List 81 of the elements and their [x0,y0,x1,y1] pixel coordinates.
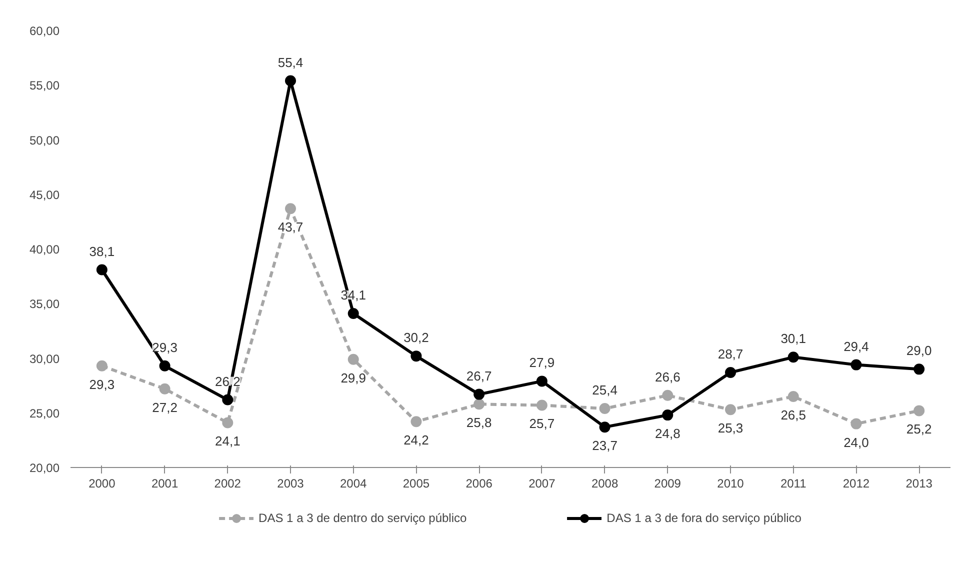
point [536,400,548,411]
point [348,354,359,365]
data-label: 24,8 [654,426,680,442]
point [285,203,296,214]
point [474,398,485,410]
y-tick-label: 35,00 [29,297,60,312]
data-label: 24,0 [844,434,869,450]
point [159,383,170,394]
data-label: 27,2 [152,400,178,415]
x-tick-label: 2010 [717,476,744,490]
data-label: 24,1 [214,434,240,449]
x-tick-label: 2003 [277,476,304,490]
data-label: 55,4 [278,54,304,70]
x-tick-label: 2011 [780,476,807,490]
data-label: 27,9 [529,355,555,370]
legend-label: DAS 1 a 3 de dentro do serviço público [258,510,467,524]
point [96,360,108,372]
point [348,308,359,319]
x-tick-label: 2004 [340,476,368,490]
point [599,422,610,433]
point [410,350,422,362]
x-tick-label: 2012 [842,476,870,490]
data-label: 23,7 [592,438,618,454]
point [536,376,548,387]
data-label: 29,0 [906,343,932,358]
point [914,364,925,375]
point [914,405,925,416]
data-label: 26,2 [214,374,240,389]
x-tick-label: 2006 [466,476,493,490]
x-tick-label: 2008 [591,476,618,490]
data-label: 28,7 [718,346,744,362]
point [159,360,170,372]
y-tick-label: 60,00 [29,24,60,38]
point [410,416,422,428]
point [788,352,799,363]
data-label: 25,4 [592,382,618,398]
data-label: 24,2 [404,432,429,448]
y-tick-label: 40,00 [29,242,60,256]
x-tick-label: 2000 [88,476,116,490]
x-tick-label: 2013 [906,476,933,490]
y-tick-label: 20,00 [29,461,60,475]
data-label: 26,5 [780,407,806,422]
point [222,417,234,428]
point [599,403,610,414]
data-label: 26,6 [654,369,680,384]
point [96,264,108,276]
data-label: 25,8 [466,415,492,430]
y-tick-label: 25,00 [29,406,60,420]
data-label: 25,7 [529,416,555,432]
data-label: 30,1 [780,331,806,346]
y-tick-label: 30,00 [29,352,60,366]
data-label: 29,3 [89,376,115,392]
y-tick-label: 45,00 [29,188,60,202]
point [285,75,296,86]
point [222,394,234,406]
data-label: 29,3 [152,340,178,355]
point [850,359,862,370]
x-tick-label: 2007 [528,476,556,490]
data-label: 38,1 [89,244,115,259]
point [788,390,799,402]
x-tick-label: 2001 [151,476,178,490]
point [725,366,736,378]
data-label: 26,7 [466,368,492,384]
y-tick-label: 50,00 [29,133,60,148]
point [662,410,674,421]
x-tick-label: 2009 [654,476,682,490]
data-label: 30,2 [404,330,429,346]
data-label: 29,9 [340,370,366,386]
data-label: 25,2 [906,422,932,437]
data-label: 43,7 [278,220,304,235]
x-tick-label: 2005 [402,476,430,490]
point [662,390,674,401]
legend-label: DAS 1 a 3 de fora do serviço público [606,510,802,524]
x-tick-label: 2002 [214,476,242,490]
data-label: 34,1 [340,287,366,302]
point [725,404,736,416]
y-tick-label: 55,00 [29,78,60,93]
point [474,388,485,400]
point [850,418,862,430]
data-label: 25,3 [718,420,744,436]
data-label: 29,4 [844,338,869,354]
